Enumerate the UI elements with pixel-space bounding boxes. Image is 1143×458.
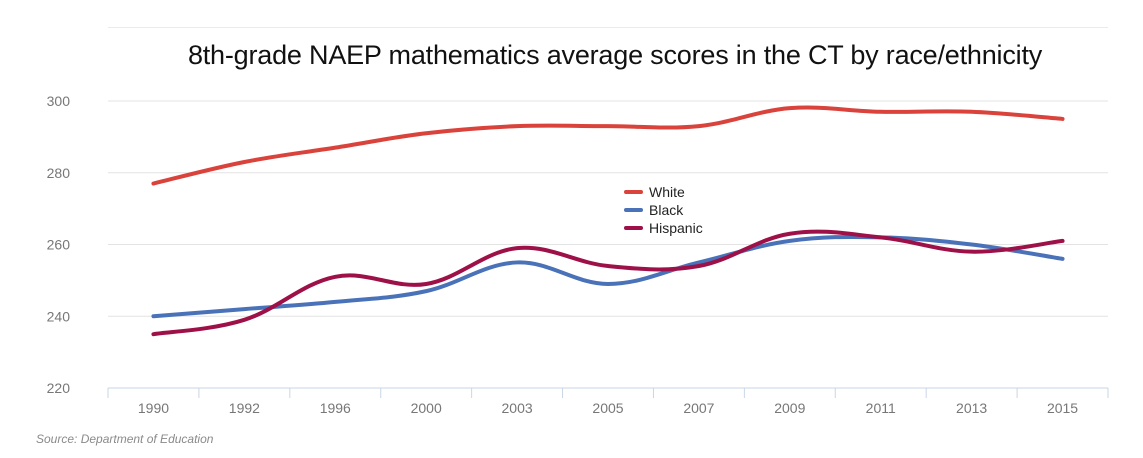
chart-legend: White Black Hispanic: [624, 183, 703, 237]
x-tick-label-2000: 2000: [411, 400, 442, 416]
legend-swatch: [624, 190, 643, 194]
chart-title: 8th-grade NAEP mathematics average score…: [187, 40, 1043, 70]
legend-item-white: White: [624, 183, 703, 201]
series-line-black: [151, 234, 1065, 319]
x-tick-label-2013: 2013: [956, 400, 987, 416]
x-tick-label-2003: 2003: [502, 400, 533, 416]
y-tick-label-240: 240: [47, 308, 71, 324]
x-tick-label-2015: 2015: [1047, 400, 1078, 416]
x-tick-label-2011: 2011: [866, 400, 896, 416]
x-tick-label-2009: 2009: [774, 400, 805, 416]
x-tick-label-1992: 1992: [229, 400, 260, 416]
legend-item-black: Black: [624, 201, 703, 219]
y-tick-label-220: 220: [47, 380, 71, 396]
x-tick-label-1996: 1996: [320, 400, 351, 416]
x-tick-label-1990: 1990: [138, 400, 169, 416]
legend-label: Hispanic: [649, 220, 703, 236]
chart-plot-area: 220 240 260 280 300 1990 1992 1996 2000 2003 2005 2…: [47, 93, 1109, 416]
legend-label: White: [649, 184, 685, 200]
y-tick-label-260: 260: [47, 237, 71, 253]
legend-item-hispanic: Hispanic: [624, 219, 703, 237]
legend-swatch: [624, 226, 643, 230]
y-tick-label-300: 300: [47, 93, 71, 109]
legend-label: Black: [649, 202, 684, 218]
legend-swatch: [624, 208, 643, 212]
source-note: Source: Department of Education: [36, 432, 214, 446]
series-line-white: [151, 105, 1065, 186]
y-tick-label-280: 280: [47, 165, 71, 181]
x-tick-label-2007: 2007: [683, 400, 714, 416]
top-divider: [108, 27, 1108, 28]
series-line-hispanic: [151, 229, 1065, 337]
x-tick-label-2005: 2005: [592, 400, 623, 416]
